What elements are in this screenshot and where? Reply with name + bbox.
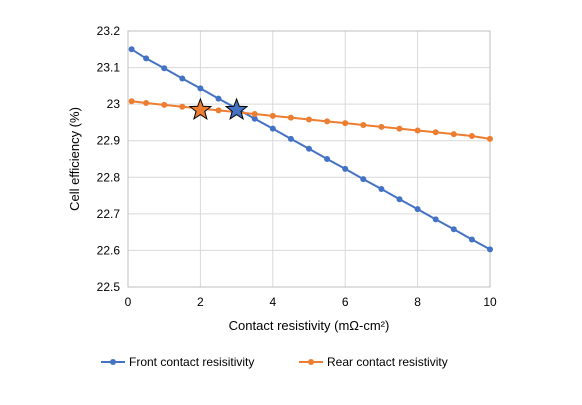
data-point [251,111,258,118]
data-point [306,145,312,152]
data-point [324,118,331,125]
data-point [360,176,367,183]
data-point [306,116,312,123]
y-tick-label: 23.1 [97,61,121,75]
y-tick-label: 22.8 [97,170,121,184]
data-point [324,156,331,162]
data-point [197,85,204,92]
x-tick-label: 10 [483,295,497,309]
data-point [378,123,385,130]
data-point [487,135,493,142]
data-point [251,115,258,122]
star-markers [188,97,249,121]
data-point [396,196,403,203]
data-point [269,112,276,119]
data-point [179,75,186,82]
data-point [360,121,367,128]
data-point [450,131,457,138]
y-tick-labels: 22.5 22.6 22.7 22.8 22.9 23 23.1 23.2 [97,24,121,294]
series-lines [128,46,493,253]
data-point [287,135,294,142]
data-point [143,100,150,107]
data-point [342,165,349,172]
data-point [128,98,135,105]
data-point [215,95,222,102]
legend-label-1: Rear contact resistivity [327,355,448,369]
legend: Front contact resisitivity Rear contact r… [101,355,448,369]
data-point [128,46,135,53]
data-point [161,65,168,72]
data-point [378,185,385,192]
legend-label-0: Front contact resisitivity [129,355,254,369]
data-point [287,114,294,121]
gridlines [127,30,491,288]
legend-marker-1 [308,359,314,365]
star-marker-1 [224,97,249,121]
data-point [432,216,439,223]
data-point [468,132,475,139]
data-point [414,127,421,134]
x-tick-labels: 0 2 4 6 8 10 [125,295,497,309]
legend-marker-0 [110,359,116,365]
data-point [269,125,276,132]
data-point [161,101,168,108]
y-tick-label: 22.7 [97,207,121,221]
data-point [342,120,349,127]
y-tick-label: 22.9 [97,134,121,148]
data-point [215,107,222,114]
data-point [487,246,493,253]
x-tick-label: 0 [125,295,132,309]
data-point [396,125,403,132]
data-point [450,226,457,233]
data-point [414,206,421,213]
data-point [468,236,475,243]
x-axis-label: Contact resistivity (mΩ-cm²) [229,318,390,333]
x-tick-label: 8 [414,295,421,309]
data-point [432,129,439,136]
plot-area-border [127,30,491,288]
y-axis-label: Cell efficiency (%) [67,107,82,211]
star-marker-0 [188,97,213,121]
y-tick-label: 23.2 [97,24,121,38]
data-point [179,103,186,110]
data-point [143,55,150,62]
y-tick-label: 22.5 [97,280,121,294]
x-tick-label: 2 [197,295,204,309]
y-tick-label: 22.6 [97,243,121,257]
y-tick-label: 23 [107,97,121,111]
x-tick-label: 6 [342,295,349,309]
x-tick-label: 4 [269,295,276,309]
